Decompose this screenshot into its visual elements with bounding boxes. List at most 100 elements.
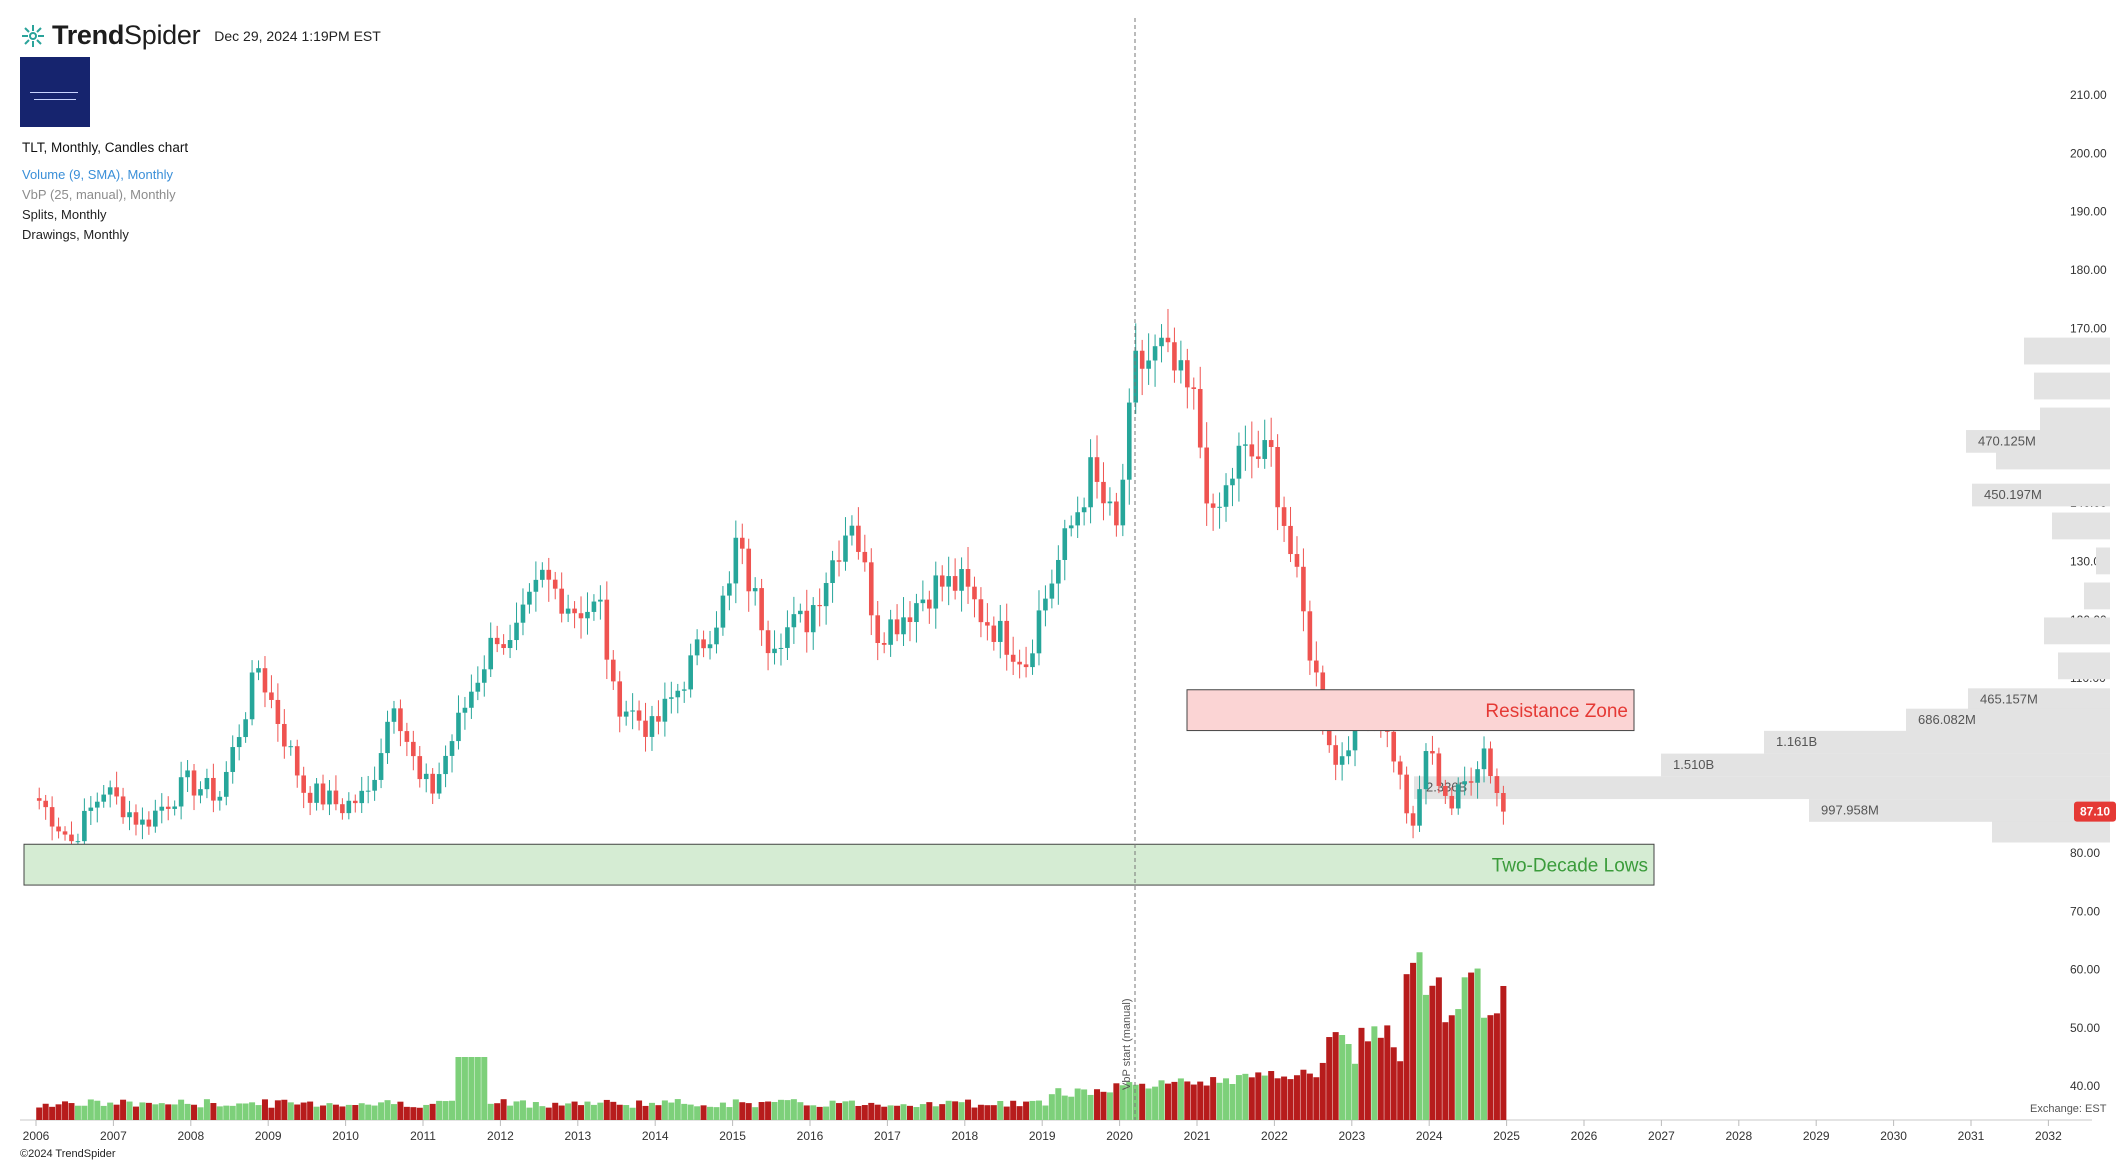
candle-body bbox=[856, 525, 861, 552]
candle-body bbox=[82, 810, 87, 842]
volume-bar bbox=[1422, 994, 1429, 1120]
candle-body bbox=[1017, 661, 1022, 665]
candle-body bbox=[43, 800, 48, 808]
candle-body bbox=[578, 613, 584, 619]
candle-body bbox=[636, 710, 642, 721]
volume-bar bbox=[203, 1099, 210, 1120]
volume-bar bbox=[1126, 1082, 1133, 1120]
x-tick-label: 2032 bbox=[2035, 1129, 2062, 1143]
candle-body bbox=[198, 789, 203, 796]
candle-body bbox=[1294, 554, 1300, 567]
volume-bar bbox=[719, 1102, 726, 1120]
candle-body bbox=[1352, 714, 1358, 751]
volume-bar bbox=[1468, 972, 1475, 1120]
volume-bar bbox=[958, 1102, 965, 1120]
volume-bar bbox=[1261, 1075, 1268, 1120]
vbp-bar bbox=[2084, 582, 2110, 610]
candle-body bbox=[159, 806, 165, 811]
candle-body bbox=[939, 575, 945, 587]
volume-bar bbox=[836, 1103, 843, 1120]
volume-bar bbox=[326, 1103, 333, 1120]
candle-body bbox=[533, 579, 539, 592]
candle-body bbox=[669, 697, 674, 699]
volume-bar bbox=[145, 1102, 152, 1120]
volume-bar bbox=[49, 1106, 56, 1120]
user-logo-image bbox=[20, 57, 90, 127]
y-tick-label: 50.00 bbox=[2070, 1021, 2100, 1035]
chart-title: TLT, Monthly, Candles chart bbox=[22, 140, 189, 155]
x-tick-label: 2023 bbox=[1338, 1129, 1365, 1143]
x-tick-label: 2026 bbox=[1571, 1129, 1598, 1143]
volume-bar bbox=[81, 1105, 88, 1120]
candle-body bbox=[1397, 761, 1403, 775]
indicator-volume[interactable]: Volume (9, SMA), Monthly bbox=[22, 167, 173, 182]
candle-body bbox=[565, 608, 571, 614]
volume-bar bbox=[623, 1105, 630, 1120]
indicator-vbp[interactable]: VbP (25, manual), Monthly bbox=[22, 187, 176, 202]
volume-bar bbox=[616, 1104, 623, 1120]
candle-body bbox=[327, 790, 332, 805]
candle-body bbox=[359, 790, 365, 804]
candle-body bbox=[514, 622, 519, 641]
volume-bar bbox=[578, 1105, 585, 1120]
volume-bar bbox=[603, 1099, 610, 1120]
volume-bar bbox=[777, 1099, 784, 1120]
volume-bar bbox=[887, 1105, 894, 1120]
volume-bar bbox=[700, 1105, 707, 1120]
volume-bar bbox=[429, 1103, 436, 1120]
candle-body bbox=[888, 619, 893, 645]
volume-bar bbox=[165, 1104, 172, 1120]
volume-bar bbox=[1184, 1081, 1191, 1120]
volume-bar bbox=[1268, 1071, 1275, 1120]
candle-body bbox=[868, 562, 874, 616]
volume-bar bbox=[229, 1105, 236, 1120]
vbp-bar bbox=[2096, 547, 2110, 575]
candle-body bbox=[559, 588, 564, 614]
volume-bar bbox=[100, 1105, 107, 1120]
volume-bar bbox=[1435, 977, 1442, 1120]
volume-bar bbox=[255, 1105, 262, 1120]
candle-body bbox=[49, 807, 55, 827]
x-tick-label: 2018 bbox=[951, 1129, 978, 1143]
indicator-drawings[interactable]: Drawings, Monthly bbox=[22, 227, 129, 242]
candle-body bbox=[765, 630, 771, 654]
y-tick-label: 60.00 bbox=[2070, 963, 2100, 977]
vbp-bar bbox=[1414, 776, 2110, 800]
volume-bar bbox=[707, 1106, 714, 1120]
volume-bar bbox=[823, 1106, 830, 1120]
volume-bar bbox=[1190, 1084, 1197, 1120]
volume-bar bbox=[539, 1106, 546, 1120]
candle-body bbox=[1004, 620, 1010, 655]
volume-bar bbox=[320, 1105, 327, 1120]
x-tick-label: 2029 bbox=[1803, 1129, 1830, 1143]
indicator-splits[interactable]: Splits, Monthly bbox=[22, 207, 107, 222]
candle-body bbox=[1223, 485, 1229, 507]
chart-datetime: Dec 29, 2024 1:19PM EST bbox=[214, 27, 381, 44]
candle-series bbox=[36, 308, 1506, 851]
volume-bar bbox=[848, 1100, 855, 1120]
candle-body bbox=[307, 792, 313, 803]
volume-bar bbox=[526, 1107, 533, 1120]
brand-name: TrendSpider bbox=[52, 20, 201, 50]
volume-bar bbox=[1132, 1084, 1139, 1120]
candle-body bbox=[1139, 350, 1145, 369]
volume-bar bbox=[829, 1100, 836, 1120]
candle-body bbox=[1501, 793, 1506, 812]
candle-body bbox=[249, 672, 255, 720]
x-tick-label: 2019 bbox=[1029, 1129, 1056, 1143]
candle-body bbox=[1049, 583, 1055, 599]
volume-bar bbox=[765, 1101, 772, 1120]
two-decade-lows-box bbox=[23, 843, 1655, 886]
candle-body bbox=[185, 770, 190, 778]
volume-bar bbox=[1461, 977, 1468, 1120]
candle-body bbox=[720, 595, 726, 628]
candle-body bbox=[211, 777, 216, 801]
volume-bar bbox=[861, 1105, 868, 1120]
x-tick-label: 2027 bbox=[1648, 1129, 1675, 1143]
candle-body bbox=[1030, 653, 1035, 668]
volume-bar bbox=[384, 1100, 391, 1120]
candle-body bbox=[456, 712, 461, 742]
vbp-start-label: VbP start (manual) bbox=[1121, 998, 1133, 1090]
volume-bar bbox=[1332, 1032, 1339, 1120]
